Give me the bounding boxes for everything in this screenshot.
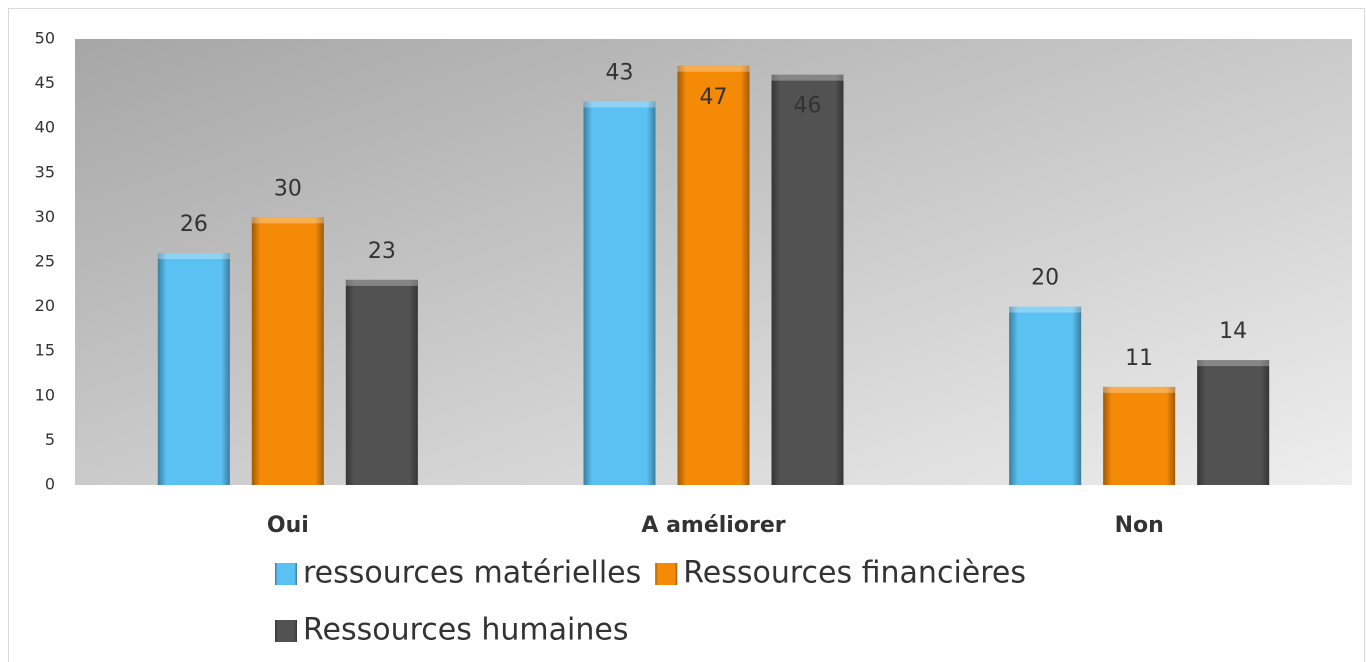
bar-bevel xyxy=(1009,306,1082,485)
y-tick-label: 20 xyxy=(35,296,55,315)
y-tick-label: 10 xyxy=(35,385,55,404)
y-tick-label: 40 xyxy=(35,118,55,137)
bar-bevel xyxy=(345,279,418,485)
bar-top xyxy=(157,253,230,260)
legend-label: Ressources financières xyxy=(683,556,1026,591)
bar-top xyxy=(345,279,418,286)
data-label: 14 xyxy=(1219,319,1247,344)
legend-swatch-bevel xyxy=(655,563,678,585)
y-tick-label: 25 xyxy=(35,252,55,271)
bar-bevel xyxy=(1197,360,1270,485)
bar-top xyxy=(771,74,844,81)
bar-bevel xyxy=(1103,386,1176,485)
y-tick-label: 0 xyxy=(45,475,55,494)
data-label: 30 xyxy=(274,176,302,201)
y-tick-label: 35 xyxy=(35,162,55,181)
data-label: 47 xyxy=(700,85,728,110)
x-tick-label: Non xyxy=(1115,513,1164,538)
bar-top xyxy=(677,65,750,72)
bar-top xyxy=(1103,386,1176,393)
data-label: 26 xyxy=(180,212,208,237)
bar-bevel xyxy=(157,253,230,485)
bar-bevel xyxy=(677,65,750,485)
y-tick-label: 30 xyxy=(35,207,55,226)
data-label: 20 xyxy=(1031,266,1059,291)
bar-top xyxy=(583,101,656,108)
y-tick-label: 15 xyxy=(35,341,55,360)
data-label: 23 xyxy=(368,239,396,264)
legend-label: Ressources humaines xyxy=(303,613,628,648)
bar-bevel xyxy=(771,74,844,486)
legend-label: ressources matérielles xyxy=(303,556,641,591)
legend-swatch-bevel xyxy=(275,563,297,585)
data-label: 11 xyxy=(1125,346,1153,371)
data-label: 46 xyxy=(794,94,822,119)
legend-swatch-bevel xyxy=(275,620,297,642)
data-label: 43 xyxy=(606,60,634,85)
x-tick-label: Oui xyxy=(267,513,309,538)
x-tick-label: A améliorer xyxy=(641,513,785,538)
bar-bevel xyxy=(583,101,656,485)
frame xyxy=(8,8,1365,662)
y-tick-label: 50 xyxy=(35,29,55,48)
y-tick-label: 45 xyxy=(35,73,55,92)
bar-bevel xyxy=(251,217,324,485)
bar-top xyxy=(1009,306,1082,313)
bar-top xyxy=(1197,360,1270,367)
bar-top xyxy=(251,217,324,224)
y-tick-label: 5 xyxy=(45,430,55,449)
